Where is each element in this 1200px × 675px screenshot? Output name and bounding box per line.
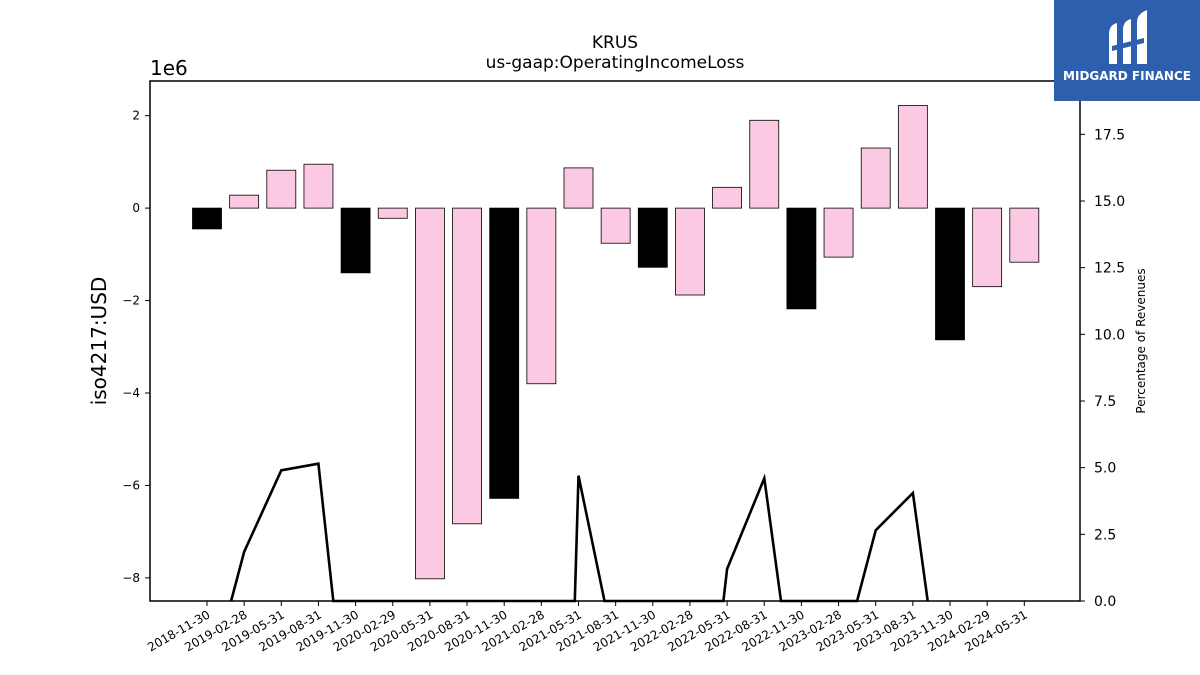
chart-title: KRUS: [592, 33, 638, 53]
revenue-pct-line: [229, 462, 929, 603]
plot-frame: [149, 80, 1081, 602]
bars-group: [192, 105, 1040, 580]
bar-2019-11-30: [340, 207, 371, 274]
bar-2023-11-30: [935, 207, 965, 341]
y-tick-label: −6: [122, 478, 140, 492]
y-right-tick-label: 2.5: [1094, 527, 1116, 543]
y-right-tick-label: 12.5: [1094, 261, 1125, 277]
bar-2023-02-28: [823, 207, 854, 258]
bar-2020-11-30: [489, 207, 520, 499]
y-right-tick-label: 7.5: [1094, 394, 1116, 410]
bar-2020-08-31: [452, 207, 482, 525]
bar-2018-11-30: [192, 207, 222, 230]
y-axis-label: iso4217:USD: [87, 277, 111, 406]
y-right-tick-label: 0.0: [1094, 594, 1116, 610]
logo-text: MIDGARD FINANCE: [1063, 69, 1191, 83]
y-tick-label: 2: [132, 109, 140, 123]
midgard-finance-logo: MIDGARD FINANCE: [1054, 0, 1200, 101]
bar-2020-02-29: [377, 207, 408, 219]
bar-2022-08-31: [749, 119, 780, 209]
y-right-tick-label: 17.5: [1094, 127, 1125, 143]
y-right-tick-label: 10.0: [1094, 327, 1125, 343]
bar-2019-02-28: [229, 194, 260, 209]
y-axis-right-ticks: 0.0 2.5 5.0 7.5 10.0 12.5 15.0 17.5: [1080, 127, 1125, 610]
y-tick-label: −8: [122, 571, 140, 585]
y-axis-right-label: Percentage of Revenues: [1134, 268, 1148, 413]
bar-2021-08-31: [600, 207, 631, 244]
bar-2022-02-28: [675, 207, 705, 296]
bar-2019-08-31: [303, 163, 334, 209]
y-tick-label: −4: [122, 386, 140, 400]
revenue-pct-line-group: [229, 462, 929, 603]
logo-mark-icon: [1109, 10, 1147, 64]
bar-2023-08-31: [897, 105, 928, 209]
bar-2024-05-31: [1009, 207, 1040, 263]
bar-2023-05-31: [860, 147, 891, 209]
chart-subtitle: us-gaap:OperatingIncomeLoss: [486, 53, 745, 73]
x-axis-ticks: 2018-11-302019-02-282019-05-312019-08-31…: [145, 601, 1030, 654]
y-offset-label: 1e6: [150, 56, 188, 80]
bar-2019-05-31: [266, 169, 297, 209]
y-right-tick-label: 15.0: [1094, 194, 1125, 210]
bar-2024-02-29: [972, 207, 1003, 288]
bar-2021-02-28: [526, 207, 557, 385]
bar-2022-05-31: [712, 186, 742, 209]
y-tick-label: 0: [132, 201, 140, 215]
y-tick-label: −2: [122, 294, 140, 308]
y-right-tick-label: 5.0: [1094, 461, 1116, 477]
bar-2021-11-30: [637, 207, 668, 268]
y-axis-ticks: 2 0 −2 −4 −6 −8: [122, 109, 150, 585]
bar-2021-05-31: [563, 167, 594, 209]
bar-2022-11-30: [786, 207, 817, 310]
bar-2020-05-31: [414, 207, 445, 580]
